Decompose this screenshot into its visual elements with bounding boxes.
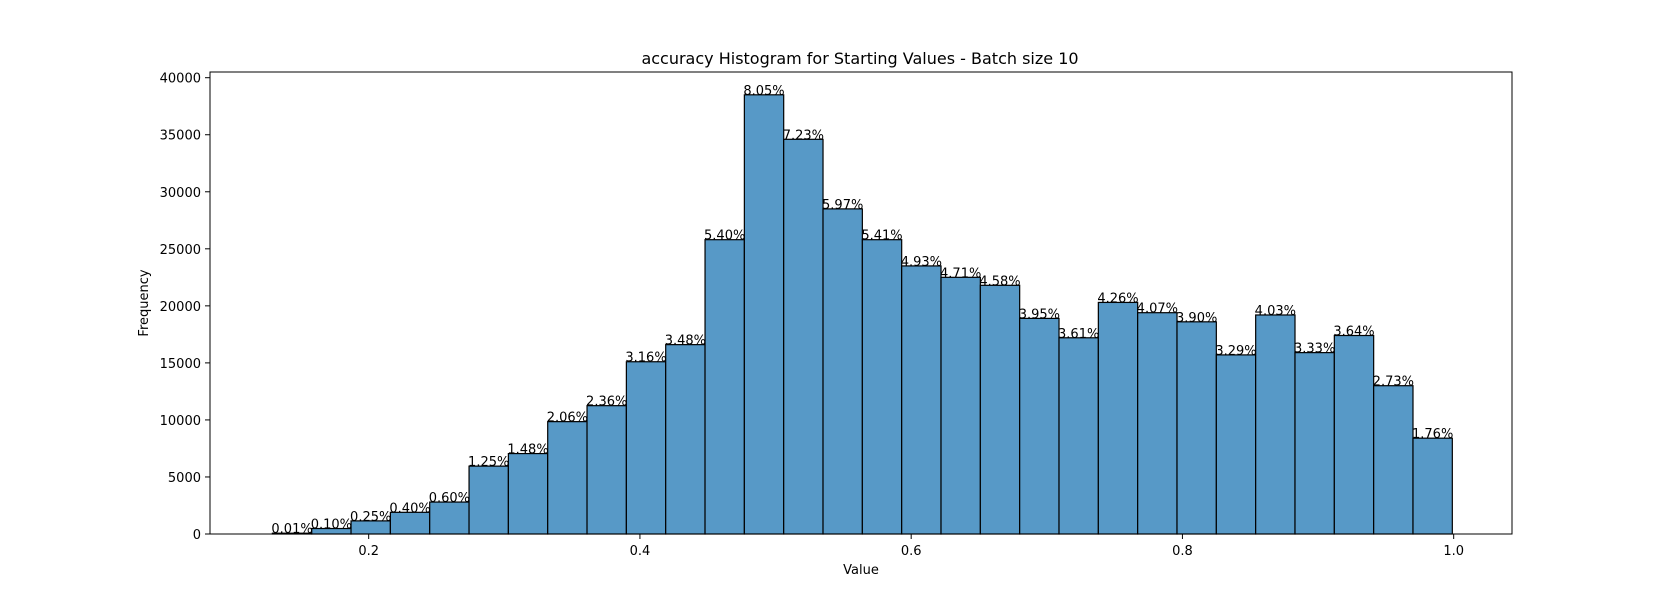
bar-percent-label: 3.64% bbox=[1333, 325, 1374, 340]
bar-percent-label: 7.23% bbox=[783, 128, 824, 143]
y-tick-label: 25000 bbox=[160, 243, 201, 258]
bar-percent-label: 3.95% bbox=[1019, 307, 1060, 322]
bar-percent-label: 0.25% bbox=[350, 510, 391, 525]
x-axis-ticks: 0.2 0.4 0.6 0.8 1.0 bbox=[358, 534, 1464, 559]
bar-percent-label: 5.97% bbox=[822, 198, 863, 213]
data-labels-group: 0.01%0.10%0.25%0.40%0.60% 1.25%1.48% 2.06%… bbox=[271, 84, 1453, 537]
histogram-bar bbox=[1373, 385, 1414, 535]
y-tick-label: 20000 bbox=[160, 300, 201, 315]
y-axis-ticks: 0 5000 10000 15000 20000 25000 30000 35000 40000 bbox=[160, 72, 210, 543]
x-tick-label: 0.8 bbox=[1172, 544, 1193, 559]
bar-percent-label: 3.90% bbox=[1176, 311, 1217, 326]
bar-percent-label: 3.16% bbox=[625, 351, 666, 366]
bar-percent-label: 1.76% bbox=[1412, 427, 1453, 442]
bar-percent-label: 4.71% bbox=[940, 266, 981, 281]
y-tick-label: 35000 bbox=[160, 129, 201, 144]
histogram-bar bbox=[1333, 334, 1375, 535]
histogram-bar bbox=[861, 239, 903, 535]
plot-frame bbox=[209, 71, 1513, 535]
histogram-bar bbox=[1294, 352, 1335, 535]
histogram-bar bbox=[468, 465, 509, 535]
histogram-bar bbox=[586, 405, 627, 535]
bar-percent-label: 2.73% bbox=[1373, 375, 1414, 390]
histogram-bar bbox=[1137, 312, 1178, 535]
y-tick-label: 10000 bbox=[160, 414, 201, 429]
histogram-bar bbox=[1412, 437, 1453, 535]
bar-percent-label: 3.61% bbox=[1058, 327, 1099, 342]
y-tick-label: 5000 bbox=[168, 471, 201, 486]
bar-percent-label: 0.60% bbox=[429, 491, 470, 506]
histogram-bar bbox=[704, 239, 745, 535]
histogram-bar bbox=[1097, 301, 1139, 535]
bar-percent-label: 1.48% bbox=[507, 443, 548, 458]
x-axis-title: Value bbox=[843, 563, 879, 578]
x-tick-label: 0.2 bbox=[358, 544, 379, 559]
histogram-bar bbox=[507, 452, 549, 535]
bar-percent-label: 3.48% bbox=[665, 334, 706, 349]
bar-percent-label: 4.26% bbox=[1097, 291, 1138, 306]
histogram-bar bbox=[547, 421, 588, 535]
histogram-bar bbox=[979, 284, 1021, 535]
chart-title: accuracy Histogram for Starting Values -… bbox=[641, 49, 1078, 68]
histogram-bar bbox=[429, 501, 470, 535]
bar-percent-label: 4.58% bbox=[979, 274, 1020, 289]
y-tick-label: 30000 bbox=[160, 186, 201, 201]
bar-percent-label: 1.25% bbox=[468, 455, 509, 470]
histogram-bar bbox=[743, 94, 785, 535]
bar-percent-label: 8.05% bbox=[743, 84, 784, 99]
bar-percent-label: 0.01% bbox=[271, 522, 312, 537]
y-axis-title: Frequency bbox=[137, 269, 152, 336]
bar-percent-label: 3.33% bbox=[1294, 342, 1335, 357]
bar-percent-label: 0.40% bbox=[389, 501, 430, 516]
x-tick-label: 0.4 bbox=[630, 544, 651, 559]
histogram-bar bbox=[1058, 337, 1099, 535]
histogram-bar bbox=[901, 265, 942, 535]
y-tick-label: 15000 bbox=[160, 357, 201, 372]
histogram-bar bbox=[1215, 354, 1257, 535]
bar-percent-label: 2.06% bbox=[547, 411, 588, 426]
x-tick-label: 1.0 bbox=[1443, 544, 1464, 559]
histogram-bar bbox=[822, 208, 863, 535]
bar-percent-label: 5.40% bbox=[704, 229, 745, 244]
histogram-bar bbox=[665, 344, 706, 535]
bar-percent-label: 3.29% bbox=[1215, 344, 1256, 359]
y-tick-label: 0 bbox=[193, 528, 201, 543]
bar-percent-label: 0.10% bbox=[311, 518, 352, 533]
histogram-bar bbox=[1255, 314, 1296, 535]
histogram-bar bbox=[625, 361, 667, 535]
histogram-bar bbox=[1019, 317, 1060, 535]
bar-percent-label: 5.41% bbox=[861, 229, 902, 244]
bar-percent-label: 4.93% bbox=[901, 255, 942, 270]
bar-percent-label: 4.07% bbox=[1137, 302, 1178, 317]
histogram-bar bbox=[940, 276, 981, 535]
y-tick-label: 40000 bbox=[160, 72, 201, 87]
x-tick-label: 0.6 bbox=[901, 544, 922, 559]
histogram-bar bbox=[783, 138, 824, 535]
histogram-bar bbox=[1176, 321, 1217, 535]
bars-group bbox=[271, 94, 1453, 535]
bar-percent-label: 2.36% bbox=[586, 395, 627, 410]
bar-percent-label: 4.03% bbox=[1255, 304, 1296, 319]
